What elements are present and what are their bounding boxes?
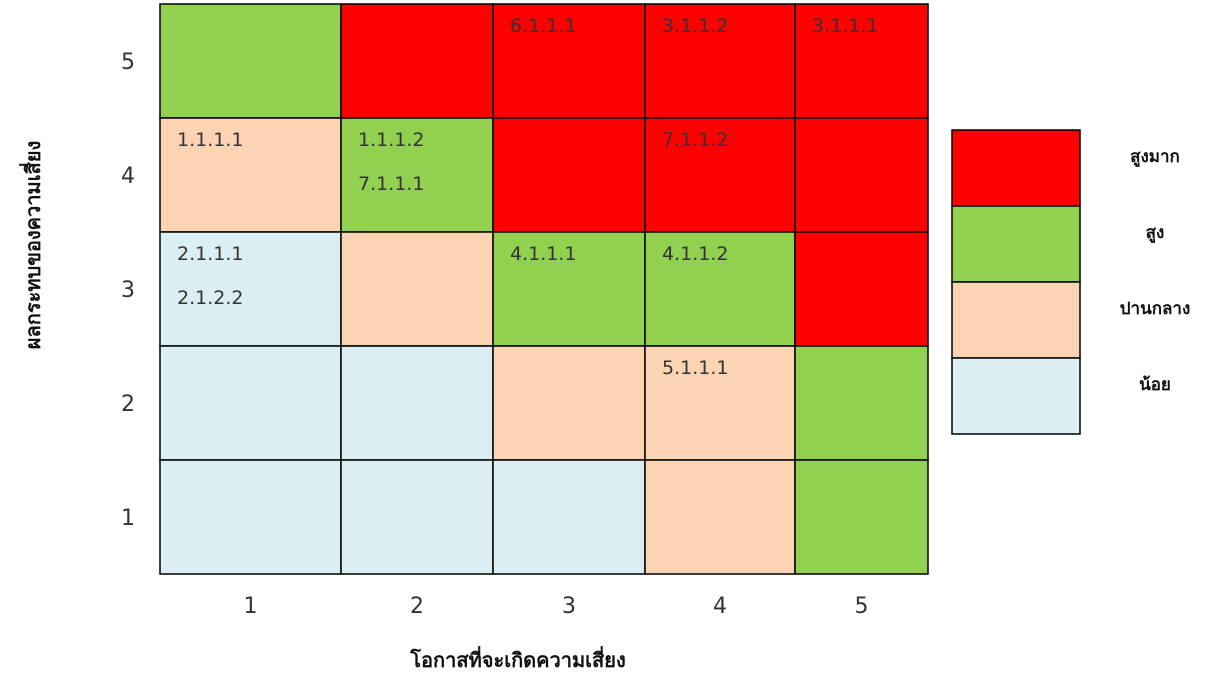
matrix-cell-2-1 xyxy=(159,345,342,461)
legend-label: น้อย xyxy=(1139,375,1171,395)
risk-item-label: 7.1.1.2 xyxy=(662,129,728,151)
matrix-cell-3-3 xyxy=(492,231,646,347)
x-axis-ticks: 1 2 3 4 5 xyxy=(244,594,869,619)
legend-swatch-low xyxy=(951,357,1081,435)
y-tick-label: 1 xyxy=(121,506,135,531)
legend-swatch-medium xyxy=(951,281,1081,359)
legend-label: สูงมาก xyxy=(1130,147,1180,168)
matrix-cell-4-1 xyxy=(159,117,342,233)
matrix-cell-5-2 xyxy=(340,3,494,119)
x-axis-title: โอกาสที่จะเกิดความเสี่ยง xyxy=(409,645,625,672)
risk-item-label: 2.1.1.1 xyxy=(177,243,243,265)
y-axis-ticks: 1 2 3 4 5 xyxy=(121,50,135,531)
risk-item-label: 4.1.1.2 xyxy=(662,243,728,265)
x-tick-label: 1 xyxy=(244,594,258,619)
risk-item-label: 4.1.1.1 xyxy=(510,243,576,265)
risk-item-label: 5.1.1.1 xyxy=(662,357,728,379)
legend-swatch-high xyxy=(951,205,1081,283)
matrix-cell-5-3 xyxy=(492,3,646,119)
y-axis-title: ผลกระทบของความเสี่ยง xyxy=(18,141,45,349)
matrix-cell-1-2 xyxy=(340,459,494,575)
x-tick-label: 5 xyxy=(855,594,869,619)
risk-item-label: 1.1.1.1 xyxy=(177,129,243,151)
y-tick-label: 5 xyxy=(121,50,135,75)
x-tick-label: 2 xyxy=(410,594,424,619)
matrix-cell-4-4 xyxy=(644,117,796,233)
y-tick-label: 2 xyxy=(121,392,135,417)
matrix-cell-1-1 xyxy=(159,459,342,575)
matrix-cell-4-2 xyxy=(340,117,494,233)
matrix-cell-1-5 xyxy=(794,459,929,575)
matrix-cell-1-3 xyxy=(492,459,646,575)
matrix-cell-2-4 xyxy=(644,345,796,461)
matrix-cell-1-4 xyxy=(644,459,796,575)
risk-item-label: 6.1.1.1 xyxy=(510,15,576,37)
risk-item-label: 7.1.1.1 xyxy=(358,173,424,195)
matrix-cell-3-5 xyxy=(794,231,929,347)
matrix-cell-3-2 xyxy=(340,231,494,347)
matrix-cell-4-5 xyxy=(794,117,929,233)
matrix-grid: 6.1.1.1 3.1.1.2 3.1.1.1 1.1.1.1 1.1.1.2 7.1.1… xyxy=(159,3,929,575)
matrix-cell-5-4 xyxy=(644,3,796,119)
matrix-cell-4-3 xyxy=(492,117,646,233)
risk-item-label: 3.1.1.2 xyxy=(662,15,728,37)
y-tick-label: 3 xyxy=(121,278,135,303)
legend-label: ปานกลาง xyxy=(1120,299,1191,319)
matrix-cell-5-5 xyxy=(794,3,929,119)
x-tick-label: 3 xyxy=(562,594,576,619)
risk-item-label: 3.1.1.1 xyxy=(812,15,878,37)
matrix-cell-2-2 xyxy=(340,345,494,461)
matrix-cell-2-5 xyxy=(794,345,929,461)
legend-swatch-very-high xyxy=(951,129,1081,207)
matrix-cell-5-1 xyxy=(159,3,342,119)
risk-item-label: 1.1.1.2 xyxy=(358,129,424,151)
x-tick-label: 4 xyxy=(713,594,727,619)
risk-item-label: 2.1.2.2 xyxy=(177,287,243,309)
legend-label: สูง xyxy=(1146,223,1165,244)
matrix-cell-2-3 xyxy=(492,345,646,461)
y-tick-label: 4 xyxy=(121,164,135,189)
